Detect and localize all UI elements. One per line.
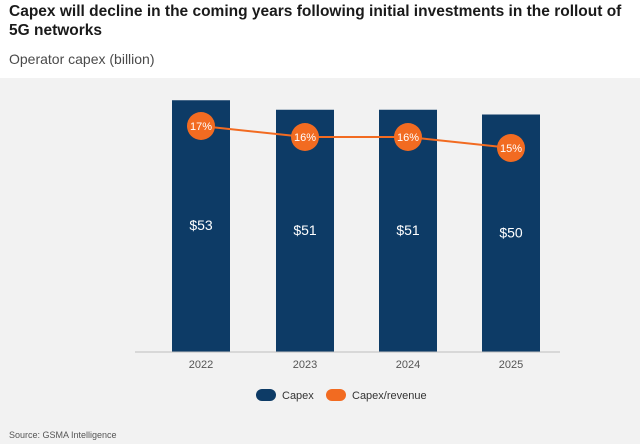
source-note: Source: GSMA Intelligence (9, 430, 117, 440)
ratio-value-label: 16% (294, 132, 316, 144)
legend-capex-swatch (256, 389, 276, 401)
ratio-value-label: 16% (397, 132, 419, 144)
bars-group: $53 $51 $51 $50 (172, 100, 540, 352)
legend-ratio-swatch (326, 389, 346, 401)
ratio-marker (187, 112, 215, 140)
ratio-value-label: 15% (500, 143, 522, 155)
capex-bar (172, 100, 230, 352)
ratio-line (200, 125, 512, 149)
capex-value-label: $51 (396, 222, 420, 238)
ratio-value-label: 17% (190, 121, 212, 133)
legend-ratio-label: Capex/revenue (352, 390, 427, 402)
ratio-marker (497, 134, 525, 162)
ratio-marker (291, 123, 319, 151)
x-tick-label: 2024 (396, 359, 420, 371)
x-tick-label: 2023 (293, 359, 317, 371)
capex-value-label: $53 (189, 217, 213, 233)
ratio-series: 17% 16% 16% 15% (187, 112, 525, 162)
capex-value-label: $51 (293, 222, 317, 238)
x-tick-labels: 2022 2023 2024 2025 (189, 359, 523, 371)
legend-capex-label: Capex (282, 390, 314, 402)
ratio-marker (394, 123, 422, 151)
capex-value-label: $50 (499, 224, 523, 240)
chart-title: Capex will decline in the coming years f… (9, 3, 622, 39)
x-tick-label: 2022 (189, 359, 213, 371)
legend: Capex Capex/revenue (256, 389, 427, 402)
chart-subtitle: Operator capex (billion) (9, 51, 155, 67)
x-tick-label: 2025 (499, 359, 523, 371)
